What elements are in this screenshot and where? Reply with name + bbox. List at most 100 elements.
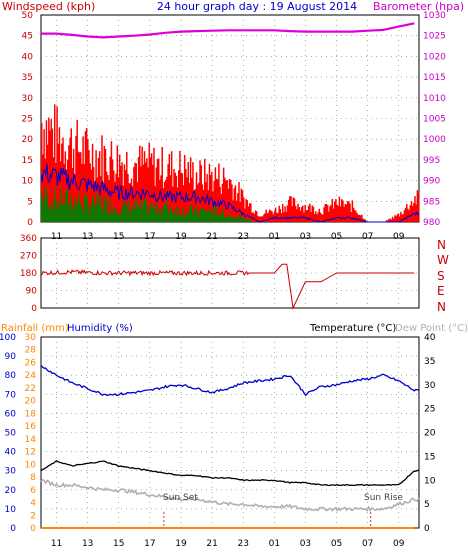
wind-gust-bar	[97, 195, 100, 222]
wind-max-bar	[348, 201, 350, 222]
rain-y-tick-14: 28	[25, 346, 37, 356]
wind-max-bar	[294, 205, 297, 222]
humidity-y-tick-9: 90	[5, 352, 17, 362]
wind-max-bar	[266, 213, 269, 222]
wind-max-bar	[349, 203, 351, 222]
wind-max-bar	[114, 181, 116, 222]
wind-gust-bar	[42, 203, 44, 222]
wind-gust-bar	[85, 195, 88, 222]
humidity-y-tick-4: 40	[5, 448, 17, 458]
wind-gust-bar	[183, 216, 186, 222]
wind-max-bar	[143, 151, 146, 222]
wind-max-bar	[361, 214, 363, 222]
wind-max-bar	[222, 167, 225, 222]
wind-y-tick-5: 25	[22, 115, 33, 125]
wind-max-bar	[302, 205, 304, 222]
wind-gust-bar	[71, 206, 74, 222]
wind-max-bar	[400, 211, 402, 222]
wind-max-bar	[401, 214, 403, 222]
wind-gust-bar	[44, 186, 47, 222]
wind-max-bar	[359, 215, 362, 222]
wind-max-bar	[388, 218, 390, 222]
wind-x-tick-5: 21	[206, 232, 217, 242]
wind-gust-bar	[58, 205, 61, 222]
barometer-y-tick-6: 1010	[423, 94, 446, 104]
temperature-y-tick-3: 15	[424, 452, 435, 462]
wind-x-tick-10: 07	[362, 232, 373, 242]
wind-gust-bar	[84, 192, 87, 222]
wind-max-bar	[201, 184, 204, 222]
temperature-y-tick-0: 0	[424, 524, 430, 534]
wind-max-bar	[153, 147, 155, 222]
humidity-x-tick-3: 17	[144, 539, 155, 549]
wind-max-bar	[41, 123, 43, 222]
wind-max-bar	[133, 167, 135, 222]
wind-gust-bar	[238, 215, 240, 222]
wind-max-bar	[258, 216, 260, 222]
wind-max-bar	[291, 206, 293, 222]
wind-max-bar	[263, 214, 265, 222]
barometer-title: Barometer (hpa)	[373, 0, 464, 13]
wind-max-bar	[316, 214, 318, 222]
wind-max-bar	[115, 173, 117, 222]
humidity-x-tick-0: 11	[51, 539, 62, 549]
wind-gust-bar	[69, 202, 71, 222]
wind-max-bar	[160, 175, 162, 222]
barometer-y-tick-9: 1025	[423, 32, 446, 42]
humidity-y-tick-0: 0	[10, 524, 16, 534]
wind-max-bar	[208, 163, 211, 222]
wind-gust-bar	[188, 209, 191, 222]
wind-max-bar	[394, 215, 396, 222]
wind-max-bar	[307, 205, 310, 222]
wind-max-bar	[176, 187, 179, 222]
wind-gust-bar	[76, 204, 78, 222]
wind-gust-bar	[91, 198, 94, 222]
wind-gust-bar	[55, 200, 57, 222]
wind-max-bar	[161, 147, 163, 222]
wind-max-bar	[296, 209, 298, 222]
wind-gust-bar	[141, 208, 143, 222]
wind-gust-bar	[167, 209, 169, 222]
wind-max-bar	[120, 165, 122, 222]
wind-gust-bar	[41, 194, 43, 222]
wind-gust-bar	[104, 196, 107, 222]
wind-max-bar	[278, 205, 280, 222]
wind-max-bar	[129, 183, 132, 222]
humidity-y-tick-3: 30	[5, 467, 17, 477]
wind-gust-bar	[64, 203, 67, 222]
wind-gust-bar	[56, 207, 58, 222]
wind-gust-bar	[180, 214, 182, 222]
wind-gust-bar	[179, 215, 181, 222]
wind-max-bar	[43, 129, 45, 222]
wind-gust-bar	[140, 199, 142, 222]
wind-gust-bar	[101, 208, 103, 222]
wind-max-bar	[328, 211, 330, 222]
wind-gust-bar	[231, 218, 233, 222]
wind-gust-bar	[81, 207, 83, 222]
wind-max-bar	[315, 211, 317, 222]
wind-gust-bar	[189, 205, 192, 222]
wind-gust-bar	[241, 216, 244, 222]
wind-gust-bar	[147, 214, 149, 222]
wind-gust-bar	[65, 189, 68, 222]
wind-gust-bar	[209, 210, 212, 222]
barometer-y-tick-4: 1000	[423, 135, 446, 145]
wind-gust-bar	[226, 215, 228, 222]
wind-max-bar	[240, 188, 243, 222]
wind-gust-bar	[75, 196, 77, 222]
wind-max-bar	[313, 213, 316, 222]
wind-gust-bar	[157, 212, 160, 222]
humidity-line	[40, 364, 420, 397]
humidity-y-tick-5: 50	[5, 429, 17, 439]
wind-max-bar	[318, 208, 321, 222]
temperature-line	[40, 460, 420, 487]
wind-gust-bar	[139, 204, 141, 222]
wind-max-bar	[390, 219, 393, 222]
wind-max-bar	[202, 189, 205, 222]
rain-y-tick-9: 18	[25, 409, 37, 419]
wind-gust-bar	[127, 209, 129, 222]
wind-gust-bar	[163, 204, 166, 222]
wind-max-bar	[140, 166, 142, 222]
dewpoint-line	[40, 478, 420, 513]
